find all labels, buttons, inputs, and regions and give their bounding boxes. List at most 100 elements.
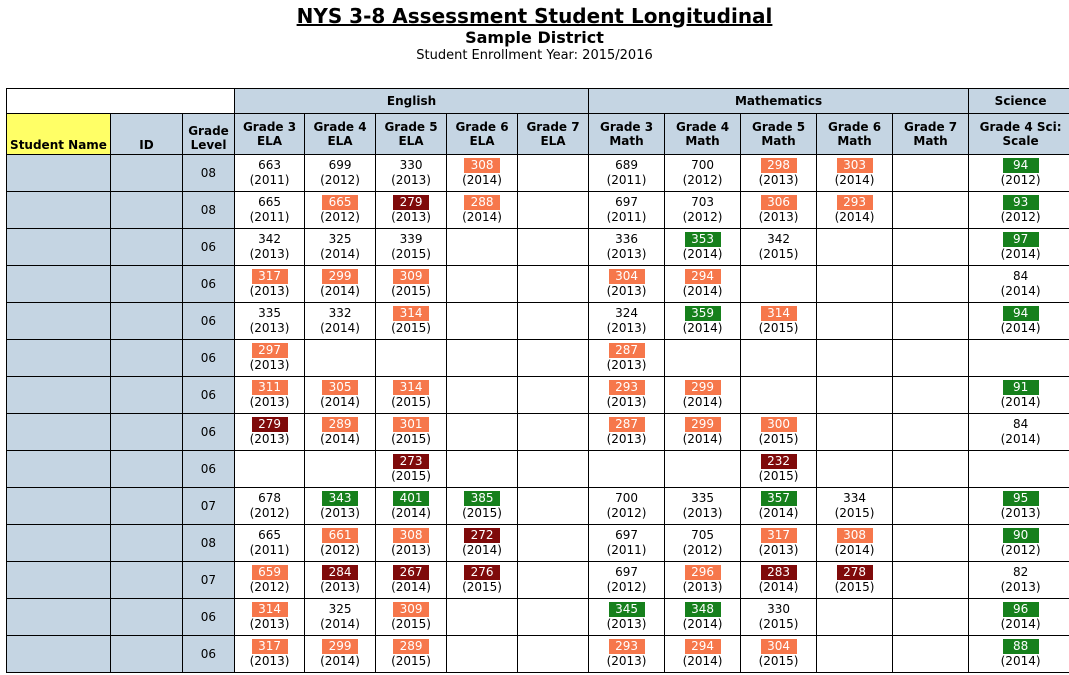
table-row: 06 297 (2013) 287 (2013) xyxy=(6,339,1069,377)
score-year: (2014) xyxy=(682,395,723,409)
col-grade6-ela: Grade 6 ELA xyxy=(446,113,519,155)
score-cell: 88 (2014) xyxy=(968,635,1069,673)
score-value: 294 xyxy=(684,269,721,284)
score-cell: 345 (2013) xyxy=(588,598,666,636)
col-grade4-ela: Grade 4 ELA xyxy=(304,113,377,155)
grade-level-cell: 07 xyxy=(181,561,236,599)
score-cell xyxy=(740,265,818,303)
student-name-cell xyxy=(6,561,111,599)
score-cell: 84 (2014) xyxy=(968,265,1069,303)
score-value: 95 xyxy=(1002,491,1039,506)
score-cell: 665 (2012) xyxy=(304,191,377,229)
score-cell: 278 (2015) xyxy=(816,561,894,599)
score-year: (2015) xyxy=(391,247,431,261)
score-year: (2015) xyxy=(391,432,431,446)
score-year: (2014) xyxy=(682,654,723,668)
score-value: 705 xyxy=(691,528,714,542)
score-year: (2013) xyxy=(391,210,431,224)
score-cell: 357 (2014) xyxy=(740,487,818,525)
score-year: (2014) xyxy=(320,395,360,409)
score-cell: 301 (2015) xyxy=(375,413,448,451)
score-year: (2014) xyxy=(320,321,360,335)
score-value: 93 xyxy=(1002,195,1039,210)
grade-level-cell: 06 xyxy=(181,302,236,340)
score-cell: 703 (2012) xyxy=(664,191,742,229)
group-english: English xyxy=(234,88,590,114)
score-year: (2012) xyxy=(606,580,647,594)
score-year: (2011) xyxy=(606,210,647,224)
score-cell xyxy=(517,228,590,266)
score-cell: 91 (2014) xyxy=(968,376,1069,414)
score-cell: 314 (2015) xyxy=(740,302,818,340)
score-value: 308 xyxy=(836,528,873,543)
score-year: (2014) xyxy=(1000,284,1041,298)
score-value: 294 xyxy=(684,639,721,654)
score-value: 700 xyxy=(691,158,714,172)
score-cell: 339 (2015) xyxy=(375,228,448,266)
col-grade7-ela: Grade 7 ELA xyxy=(517,113,590,155)
blank-header xyxy=(5,88,236,114)
score-cell: 289 (2015) xyxy=(375,635,448,673)
score-value: 94 xyxy=(1002,158,1039,173)
score-value: 314 xyxy=(251,602,288,617)
student-name-cell xyxy=(6,524,111,562)
score-year: (2014) xyxy=(391,580,431,594)
table-row: 07 678 (2012) 343 (2013) 401 (2014) 385 (2015) 70… xyxy=(6,487,1069,525)
score-cell: 314 (2015) xyxy=(375,302,448,340)
score-value: 299 xyxy=(684,380,721,395)
score-year: (2013) xyxy=(606,617,647,631)
score-cell: 359 (2014) xyxy=(664,302,742,340)
score-value: 299 xyxy=(684,417,721,432)
group-science: Science xyxy=(968,88,1069,114)
student-name-cell xyxy=(6,487,111,525)
score-cell: 325 (2014) xyxy=(304,598,377,636)
score-value: 665 xyxy=(322,195,359,210)
score-year: (2014) xyxy=(391,506,431,520)
score-cell: 348 (2014) xyxy=(664,598,742,636)
score-cell: 700 (2012) xyxy=(664,154,742,192)
score-cell xyxy=(664,339,742,377)
score-value: 311 xyxy=(251,380,288,395)
score-cell xyxy=(517,191,590,229)
score-year: (2013) xyxy=(606,358,647,372)
score-year: (2011) xyxy=(606,543,647,557)
col-grade5-ela: Grade 5 ELA xyxy=(375,113,448,155)
score-value: 317 xyxy=(251,639,288,654)
student-id-cell xyxy=(110,524,183,562)
score-year: (2015) xyxy=(391,321,431,335)
score-cell: 97 (2014) xyxy=(968,228,1069,266)
score-cell xyxy=(446,228,519,266)
score-cell xyxy=(517,413,590,451)
score-year: (2015) xyxy=(834,506,875,520)
score-cell: 401 (2014) xyxy=(375,487,448,525)
score-value: 279 xyxy=(393,195,430,210)
score-cell: 293 (2014) xyxy=(816,191,894,229)
score-value: 317 xyxy=(760,528,797,543)
score-cell xyxy=(517,487,590,525)
score-cell xyxy=(446,413,519,451)
score-year: (2014) xyxy=(682,284,723,298)
score-year: (2013) xyxy=(391,173,431,187)
score-cell: 82 (2013) xyxy=(968,561,1069,599)
score-value: 304 xyxy=(608,269,645,284)
student-name-cell xyxy=(6,450,111,488)
score-cell: 311 (2013) xyxy=(234,376,306,414)
score-cell: 314 (2015) xyxy=(375,376,448,414)
score-cell: 94 (2012) xyxy=(968,154,1069,192)
score-year: (2014) xyxy=(1000,247,1041,261)
score-value: 84 xyxy=(1012,269,1029,283)
score-cell: 305 (2014) xyxy=(304,376,377,414)
score-value: 348 xyxy=(684,602,721,617)
score-cell: 293 (2013) xyxy=(588,376,666,414)
score-year: (2012) xyxy=(1000,543,1041,557)
student-id-cell xyxy=(110,376,183,414)
score-cell: 299 (2014) xyxy=(664,413,742,451)
longitudinal-table: English Mathematics Science Student Name… xyxy=(5,88,1069,673)
grade-level-cell: 06 xyxy=(181,413,236,451)
grade-level-cell: 06 xyxy=(181,339,236,377)
table-row: 08 665 (2011) 665 (2012) 279 (2013) 288 (2014) 69… xyxy=(6,191,1069,229)
score-cell xyxy=(517,450,590,488)
score-value: 334 xyxy=(843,491,866,505)
score-value: 342 xyxy=(258,232,281,246)
col-grade5-math: Grade 5 Math xyxy=(740,113,818,155)
